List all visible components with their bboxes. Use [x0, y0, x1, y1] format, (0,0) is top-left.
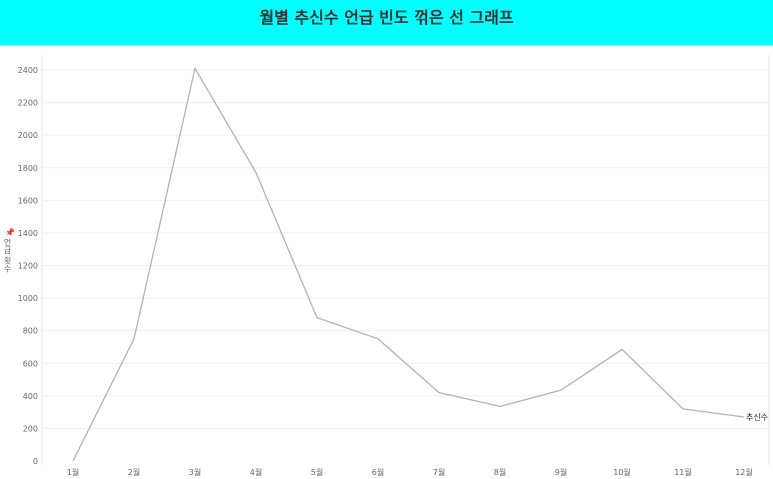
y-tick-labels: 0 200 400 600 800 1000 1200 1400 1600 1800 2000 220… [18, 66, 38, 466]
data-point [621, 348, 623, 350]
x-tick-label: 8월 [494, 467, 506, 477]
y-tick-label: 1200 [18, 262, 38, 271]
series-lines [72, 67, 745, 462]
data-point [377, 338, 379, 340]
x-tick-label: 12월 [735, 467, 753, 477]
y-tick-label: 400 [23, 392, 38, 401]
gridlines [42, 69, 769, 429]
y-tick-label: 1800 [18, 164, 38, 173]
x-tick-label: 5월 [311, 467, 323, 477]
x-tick-label: 4월 [250, 467, 262, 477]
pin-icon: 📌 [5, 228, 15, 237]
y-tick-label: 600 [23, 359, 38, 368]
title-bar: 월별 추신수 언급 빈도 꺾은 선 그래프 [0, 0, 773, 45]
y-tick-label: 2200 [18, 99, 38, 108]
y-axis-title: 📌 언급 횟수 [3, 228, 17, 273]
data-point [194, 67, 196, 69]
x-tick-label: 3월 [189, 467, 201, 477]
y-tick-label: 2400 [18, 66, 38, 75]
y-tick-label: 200 [23, 424, 38, 433]
data-point [682, 408, 684, 410]
x-tick-label: 1월 [67, 467, 79, 477]
chart-title: 월별 추신수 언급 빈도 꺾은 선 그래프 [259, 8, 514, 27]
data-point [72, 460, 74, 462]
data-point [743, 416, 745, 418]
x-tick-label: 10월 [613, 467, 631, 477]
x-tick-label: 6월 [372, 467, 384, 477]
data-point [133, 338, 135, 340]
data-point [316, 316, 318, 318]
series-line [72, 67, 745, 462]
y-tick-label: 800 [23, 327, 38, 336]
y-tick-label: 1400 [18, 229, 38, 238]
x-tick-labels: 1월 2월 3월 4월 5월 6월 7월 8월 9월 10월 11월 12월 [67, 467, 753, 477]
data-point [438, 391, 440, 393]
y-tick-label: 1600 [18, 196, 38, 205]
x-tick-label: 2월 [128, 467, 140, 477]
x-tick-label: 9월 [555, 467, 567, 477]
data-point [560, 389, 562, 391]
y-tick-label: 0 [33, 457, 38, 466]
y-tick-label: 2000 [18, 131, 38, 140]
data-point [499, 405, 501, 407]
x-tick-label: 7월 [433, 467, 445, 477]
y-axis-title-text: 언급 횟수 [3, 238, 12, 273]
series-end-label: 추신수 [746, 413, 768, 422]
series-labels: 추신수 [746, 413, 768, 422]
x-tick-label: 11월 [674, 467, 692, 477]
data-point [255, 171, 257, 173]
y-tick-label: 1000 [18, 294, 38, 303]
